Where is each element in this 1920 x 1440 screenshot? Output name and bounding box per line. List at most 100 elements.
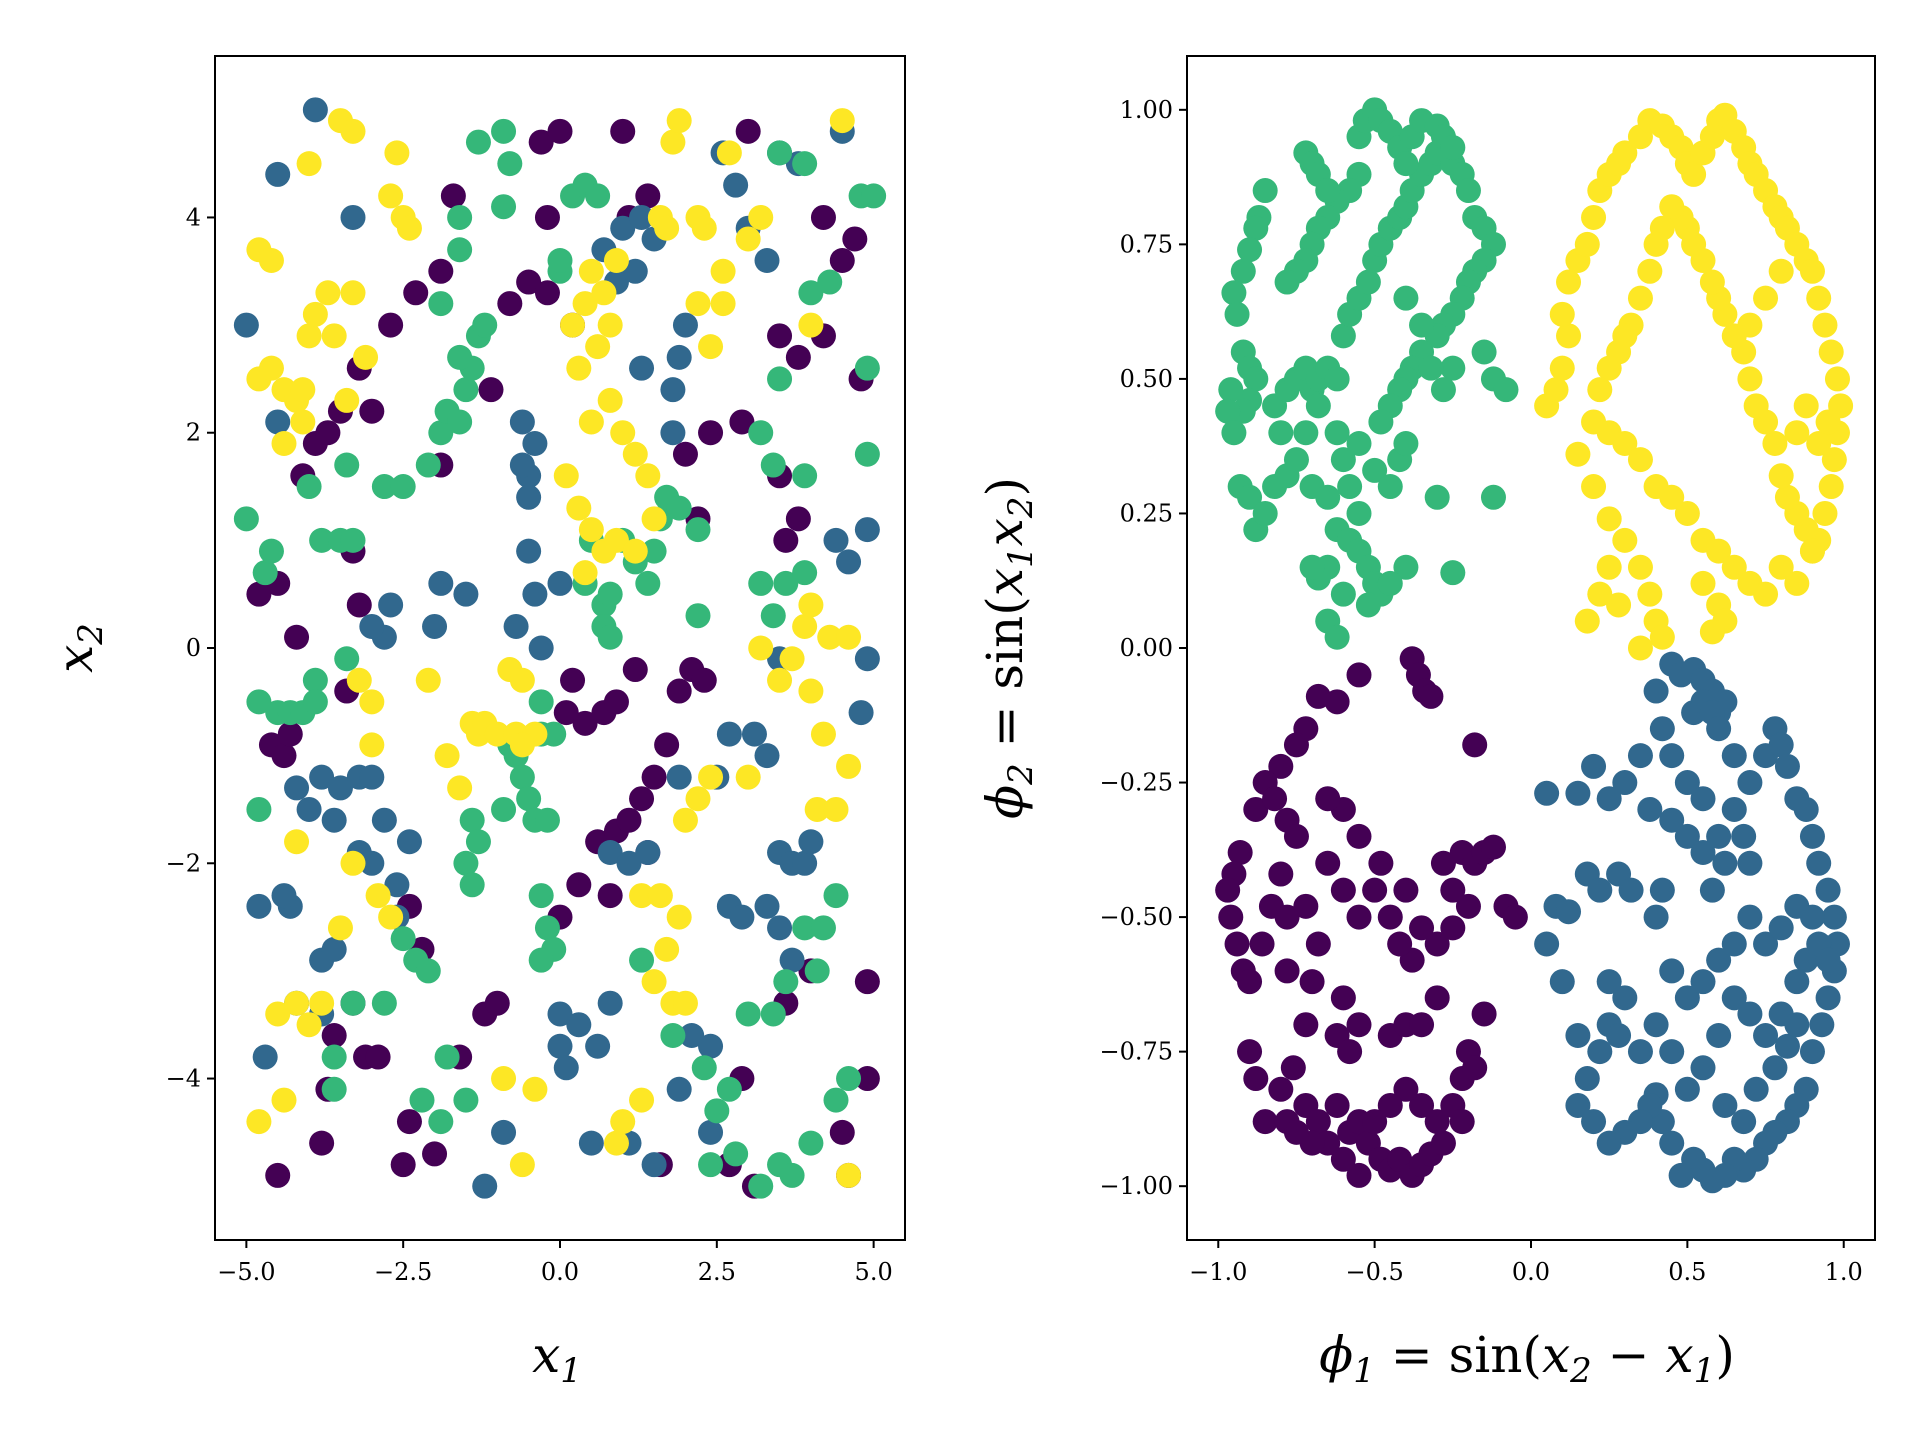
left-point-class-3 [572,560,598,586]
left-point-class-0 [478,377,504,403]
left-point-class-2 [792,151,818,177]
right-point-class-1 [1784,969,1810,995]
right-point-class-3 [1762,430,1788,456]
right-point-class-0 [1280,1055,1306,1081]
right-point-class-1 [1768,732,1794,758]
right-point-class-2 [1424,484,1450,510]
right-point-class-3 [1596,355,1622,381]
left-point-class-2 [547,248,573,274]
right-point-class-3 [1627,635,1653,661]
left-point-class-2 [371,990,397,1016]
left-point-class-2 [453,1087,479,1113]
left-point-class-2 [823,883,849,909]
left-x-tick-label: −2.5 [374,1258,432,1286]
left-x-tick-label: −5.0 [217,1258,275,1286]
right-point-class-2 [1218,377,1244,403]
left-point-class-0 [484,990,510,1016]
left-point-class-3 [509,667,535,693]
right-point-class-3 [1637,258,1663,284]
right-point-class-2 [1299,554,1325,580]
left-point-class-3 [378,904,404,930]
left-point-class-2 [773,570,799,596]
right-point-class-1 [1706,947,1732,973]
right-y-tick-label: 1.00 [1120,96,1173,124]
left-point-class-2 [823,1087,849,1113]
right-point-class-0 [1237,969,1263,995]
left-point-class-1 [754,893,780,919]
right-point-class-0 [1387,931,1413,957]
right-x-tick-label: 0.0 [1512,1258,1550,1286]
right-point-class-1 [1721,743,1747,769]
right-point-class-0 [1502,904,1528,930]
left-point-class-1 [566,1012,592,1038]
left-point-class-2 [453,377,479,403]
right-point-class-3 [1812,500,1838,526]
left-point-class-1 [265,409,291,435]
right-point-class-1 [1793,796,1819,822]
left-point-class-3 [258,355,284,381]
right-point-class-1 [1706,1022,1732,1048]
left-point-class-2 [321,1044,347,1070]
left-point-class-2 [541,721,567,747]
left-point-class-2 [635,570,661,596]
left-point-class-3 [578,517,604,543]
right-x-tick-label: −0.5 [1345,1258,1403,1286]
right-point-class-3 [1681,161,1707,187]
right-point-class-3 [1699,269,1725,295]
right-point-class-2 [1330,581,1356,607]
left-point-class-3 [716,140,742,166]
right-point-class-0 [1480,834,1506,860]
right-point-class-0 [1462,1055,1488,1081]
left-point-class-1 [698,1033,724,1059]
left-point-class-2 [760,603,786,629]
left-point-class-1 [616,850,642,876]
left-point-class-3 [654,936,680,962]
left-point-class-3 [635,463,661,489]
right-point-class-1 [1743,1076,1769,1102]
right-point-class-1 [1799,823,1825,849]
left-point-class-3 [265,1001,291,1027]
right-point-class-1 [1768,915,1794,941]
right-point-class-3 [1587,377,1613,403]
left-point-class-0 [271,743,297,769]
left-point-class-2 [748,570,774,596]
left-point-class-1 [422,613,448,639]
left-point-class-3 [597,387,623,413]
left-point-class-1 [371,807,397,833]
left-point-class-1 [428,570,454,596]
right-point-class-3 [1659,484,1685,510]
right-point-class-3 [1549,301,1575,327]
right-point-class-3 [1793,393,1819,419]
right-point-class-0 [1377,904,1403,930]
right-point-class-3 [1706,538,1732,564]
left-point-class-1 [578,1130,604,1156]
right-point-class-3 [1818,339,1844,365]
left-point-class-3 [629,883,655,909]
left-point-class-0 [810,204,836,230]
right-point-class-1 [1565,780,1591,806]
right-point-class-2 [1471,339,1497,365]
left-point-class-1 [716,721,742,747]
right-point-class-3 [1699,619,1725,645]
left-point-class-0 [635,183,661,209]
left-point-class-0 [854,969,880,995]
right-point-class-0 [1283,823,1309,849]
right-point-class-3 [1543,377,1569,403]
left-point-class-3 [804,796,830,822]
right-point-class-2 [1293,420,1319,446]
left-point-class-1 [378,592,404,618]
left-point-class-1 [754,248,780,274]
right-point-class-0 [1243,796,1269,822]
left-point-class-2 [528,689,554,715]
left-point-class-2 [465,829,491,855]
left-point-class-2 [767,366,793,392]
left-point-class-1 [340,204,366,230]
right-point-class-1 [1737,904,1763,930]
right-point-class-3 [1768,463,1794,489]
left-point-class-3 [365,883,391,909]
left-point-class-3 [491,1066,517,1092]
right-point-class-1 [1690,786,1716,812]
left-point-class-2 [691,1055,717,1081]
left-x-tick-label: 2.5 [698,1258,736,1286]
right-point-class-1 [1753,1022,1779,1048]
